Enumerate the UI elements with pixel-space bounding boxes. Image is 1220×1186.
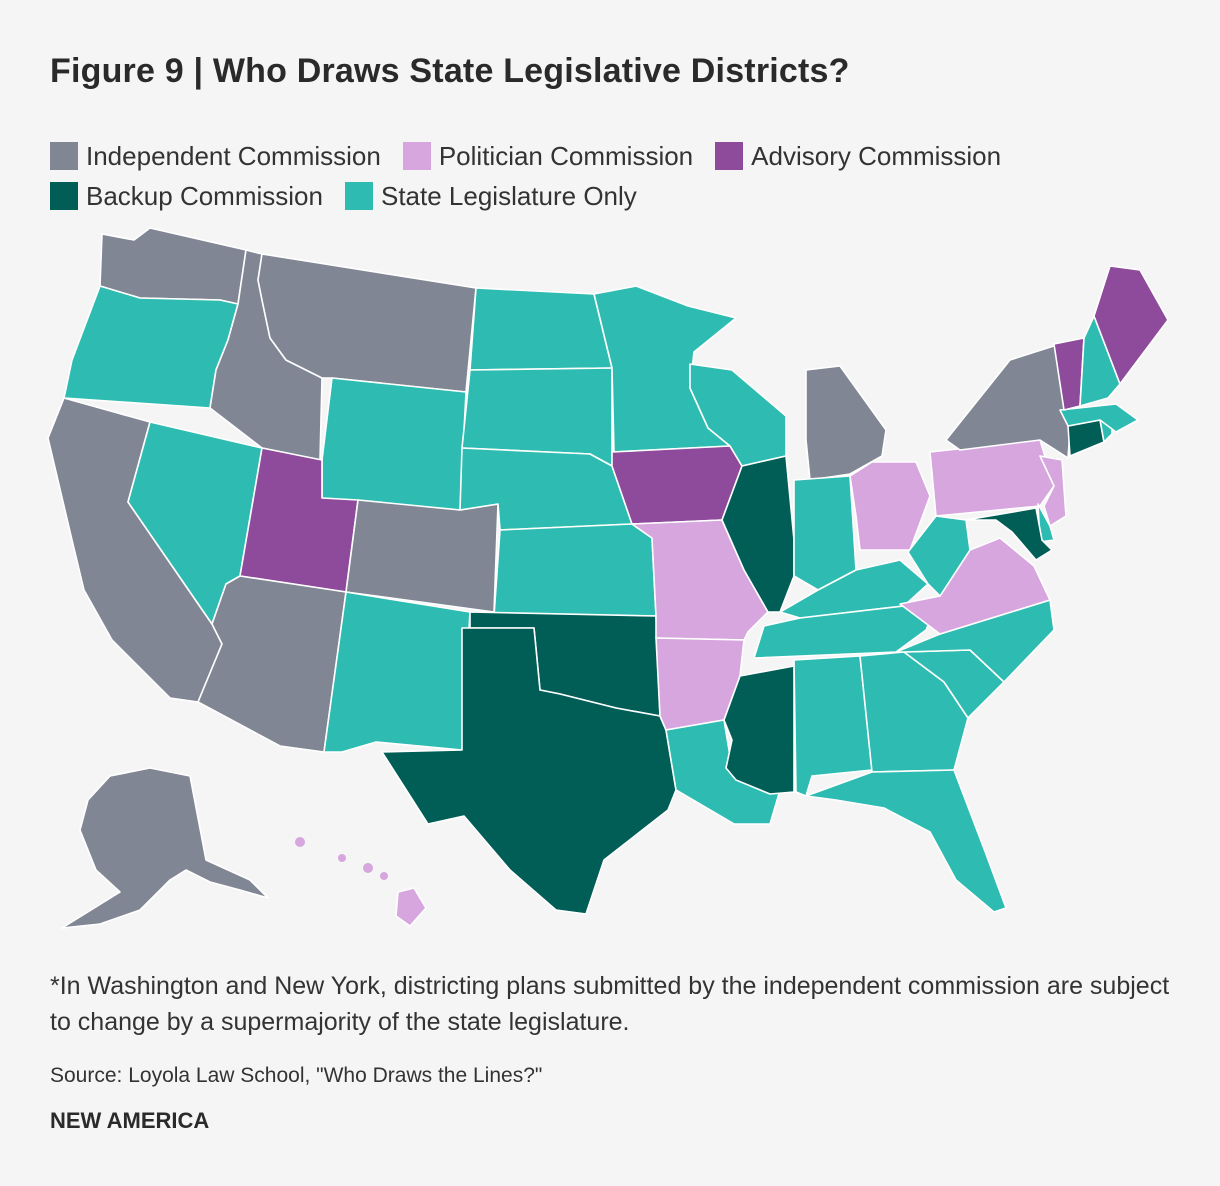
- legend-row-2: Backup Commission State Legislature Only: [50, 176, 1150, 216]
- state-nd: [469, 287, 613, 371]
- legend-item-politician: Politician Commission: [402, 140, 694, 172]
- state-wy: [321, 377, 467, 511]
- legend-swatch-independent: [50, 142, 78, 170]
- state-md: [965, 507, 1053, 561]
- state-hi-island-1: [295, 837, 305, 847]
- brand-logo-text: NEW AMERICA: [50, 1108, 210, 1133]
- legend-swatch-backup: [50, 182, 78, 210]
- figure-title: Figure 9 | Who Draws State Legislative D…: [50, 52, 850, 90]
- state-mt: [257, 253, 477, 393]
- legend-item-legislature: State Legislature Only: [344, 180, 637, 212]
- state-nm: [323, 591, 471, 753]
- state-me: [1093, 265, 1169, 385]
- legend-item-independent: Independent Commission: [50, 141, 381, 172]
- state-nh: [1079, 315, 1121, 407]
- state-ks: [493, 523, 657, 617]
- state-az: [197, 575, 347, 753]
- state-pa: [929, 439, 1055, 517]
- legend-item-advisory: Advisory Commission: [715, 141, 1001, 172]
- state-oh: [849, 461, 931, 551]
- source-note: Source: Loyola Law School, "Who Draws th…: [50, 1064, 543, 1087]
- state-la: [665, 719, 787, 825]
- legend-swatch-politician: [402, 142, 431, 170]
- state-al: [793, 655, 873, 797]
- legend-label-legislature: State Legislature Only: [380, 180, 637, 211]
- state-ak: [61, 767, 269, 929]
- state-hi: [395, 887, 427, 927]
- legend-item-backup: Backup Commission: [50, 181, 323, 212]
- us-states-map: [47, 227, 1169, 929]
- legend: Independent Commission Politician Commis…: [50, 136, 1150, 216]
- legend-row-1: Independent Commission Politician Commis…: [50, 136, 1150, 176]
- state-ia: [611, 445, 743, 525]
- legend-swatch-legislature: [344, 182, 373, 210]
- legend-label-politician: Politician Commission: [438, 140, 694, 171]
- legend-label-backup: Backup Commission: [86, 180, 323, 211]
- state-ma: [1059, 403, 1139, 433]
- state-tx: [381, 627, 677, 915]
- state-in: [793, 475, 857, 591]
- state-or: [63, 285, 239, 409]
- state-hi-island-2: [338, 854, 346, 862]
- legend-label-independent: Independent Commission: [86, 140, 381, 171]
- state-hi-island-3: [363, 863, 373, 873]
- states-layer: [47, 227, 1169, 929]
- footnote: *In Washington and New York, districting…: [50, 972, 1170, 1036]
- legend-swatch-advisory: [715, 142, 744, 170]
- state-ny: [945, 343, 1071, 459]
- state-co: [345, 499, 499, 613]
- state-hi-island-4: [380, 872, 388, 880]
- legend-label-advisory: Advisory Commission: [751, 140, 1002, 171]
- state-fl: [805, 769, 1007, 913]
